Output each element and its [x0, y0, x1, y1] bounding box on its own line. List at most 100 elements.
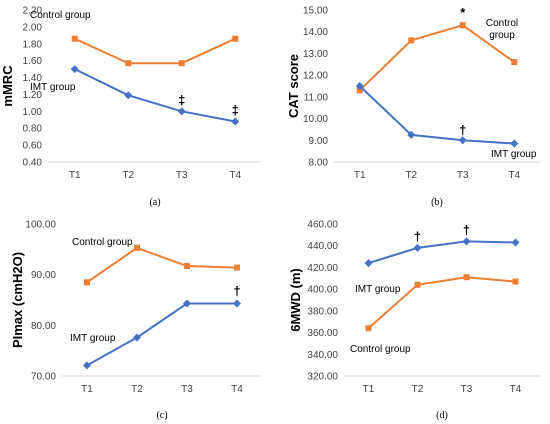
panel-label: (a)	[149, 197, 160, 208]
data-point-imt	[231, 117, 240, 126]
significance-marker: †	[459, 122, 466, 137]
x-tick-label: T4	[510, 384, 522, 395]
data-point-imt	[462, 237, 471, 246]
series-line-control	[367, 276, 516, 329]
x-tick-label: T1	[354, 170, 366, 181]
x-tick-label: T2	[405, 170, 417, 181]
y-tick-label: 0.40	[23, 158, 43, 169]
significance-marker: †	[414, 229, 421, 244]
data-point-control	[84, 279, 90, 286]
x-tick-label: T3	[461, 384, 473, 395]
data-point-imt	[70, 65, 79, 74]
data-point-imt	[233, 299, 241, 308]
x-tick-label: T4	[231, 384, 243, 395]
y-tick-label: 1.40	[23, 73, 43, 84]
data-point-control	[459, 22, 466, 29]
series-label: IMT group	[70, 333, 116, 344]
y-tick-label: 400.00	[307, 285, 338, 296]
series-line-imt	[359, 85, 515, 145]
x-tick-label: T2	[412, 384, 424, 395]
y-axis-label: CAT score	[286, 54, 301, 118]
chart-panel-c: 70.00 80.00 90.00 100.00 T1 T2 T3 T4 PImax (cmH2…	[10, 220, 262, 421]
data-point-imt	[458, 136, 467, 145]
significance-marker: †	[233, 284, 240, 299]
series-label: Control group	[350, 344, 411, 355]
data-point-control	[232, 35, 239, 42]
series-label: IMT group	[491, 149, 537, 160]
data-point-control	[234, 264, 240, 271]
y-tick-label: 420.00	[307, 263, 338, 274]
chart-panel-b: 8.00 9.00 10.00 11.00 12.00 13.00 14.00 15.00 T1…	[286, 5, 540, 208]
y-tick-label: 100.00	[25, 220, 56, 231]
y-tick-label: 13.00	[303, 49, 328, 60]
chart-panel-d: 320.00 340.00 360.00 380.00 400.00 420.00 440.…	[288, 220, 540, 421]
series-label: IMT group	[355, 284, 401, 295]
series-line-imt	[368, 240, 516, 265]
y-axis-label: PImax (cmH2O)	[10, 252, 25, 348]
x-tick-label: T1	[69, 170, 81, 181]
y-tick-label: 440.00	[307, 241, 338, 252]
series-line-control	[74, 37, 236, 65]
data-point-control	[463, 274, 470, 281]
y-tick-label: 11.00	[304, 92, 329, 103]
series-line-control	[86, 246, 238, 284]
y-tick-label: 90.00	[31, 270, 56, 281]
y-tick-label: 1.20	[23, 90, 43, 101]
x-tick-label: T4	[508, 170, 520, 181]
data-point-imt	[124, 91, 133, 100]
y-tick-label: 15.00	[303, 6, 328, 17]
y-tick-label: 340.00	[307, 350, 338, 361]
data-point-imt	[183, 299, 191, 308]
data-point-control	[356, 87, 363, 94]
chart-panel-a: 0.40 0.60 0.80 1.00 1.20 1.40 1.60 1.80 2.00 2.20…	[0, 6, 262, 208]
y-tick-label: 2.20	[23, 6, 43, 17]
data-point-imt	[413, 243, 422, 252]
data-point-control	[184, 263, 190, 270]
panel-label: (d)	[436, 410, 448, 421]
significance-marker: ‡	[178, 92, 185, 107]
series-line-imt	[74, 68, 236, 123]
y-tick-label: 460.00	[307, 220, 338, 231]
data-point-imt	[133, 333, 141, 342]
y-tick-label: 0.60	[23, 141, 43, 152]
data-point-control	[414, 281, 421, 288]
data-point-imt	[510, 139, 519, 148]
data-point-control	[134, 244, 140, 251]
data-point-imt	[364, 259, 373, 268]
x-tick-label: T3	[457, 170, 469, 181]
data-point-control	[365, 325, 372, 332]
x-tick-label: T1	[81, 384, 93, 395]
data-point-control	[178, 60, 185, 67]
y-axis-label: 6MWD (m)	[288, 268, 303, 332]
panel-label: (b)	[431, 197, 443, 208]
data-point-imt	[511, 238, 520, 247]
y-tick-label: 1.00	[23, 107, 43, 118]
series-line-control	[359, 24, 515, 92]
y-tick-label: 12.00	[303, 71, 328, 82]
y-tick-label: 14.00	[303, 27, 328, 38]
data-point-imt	[407, 130, 416, 139]
y-tick-label: 70.00	[31, 372, 56, 383]
data-point-imt	[177, 107, 186, 116]
series-label: IMT group	[30, 82, 76, 93]
y-tick-label: 380.00	[307, 306, 338, 317]
data-point-control	[512, 278, 519, 285]
significance-marker: *	[460, 5, 466, 20]
x-tick-label: T1	[363, 384, 375, 395]
y-tick-label: 80.00	[31, 321, 56, 332]
data-point-control	[511, 59, 518, 66]
y-tick-label: 2.00	[23, 22, 43, 33]
y-tick-label: 9.00	[309, 136, 329, 147]
significance-marker: ‡	[232, 102, 239, 117]
y-tick-label: 360.00	[307, 328, 338, 339]
data-point-control	[125, 60, 132, 67]
series-label: Control	[486, 18, 518, 29]
x-tick-label: T3	[181, 384, 193, 395]
y-tick-label: 320.00	[307, 372, 338, 383]
y-tick-label: 0.80	[23, 124, 43, 135]
x-tick-label: T3	[176, 170, 188, 181]
data-point-imt	[355, 82, 364, 90]
y-axis-label: mMRC	[0, 65, 15, 107]
y-tick-label: 1.60	[23, 56, 43, 67]
